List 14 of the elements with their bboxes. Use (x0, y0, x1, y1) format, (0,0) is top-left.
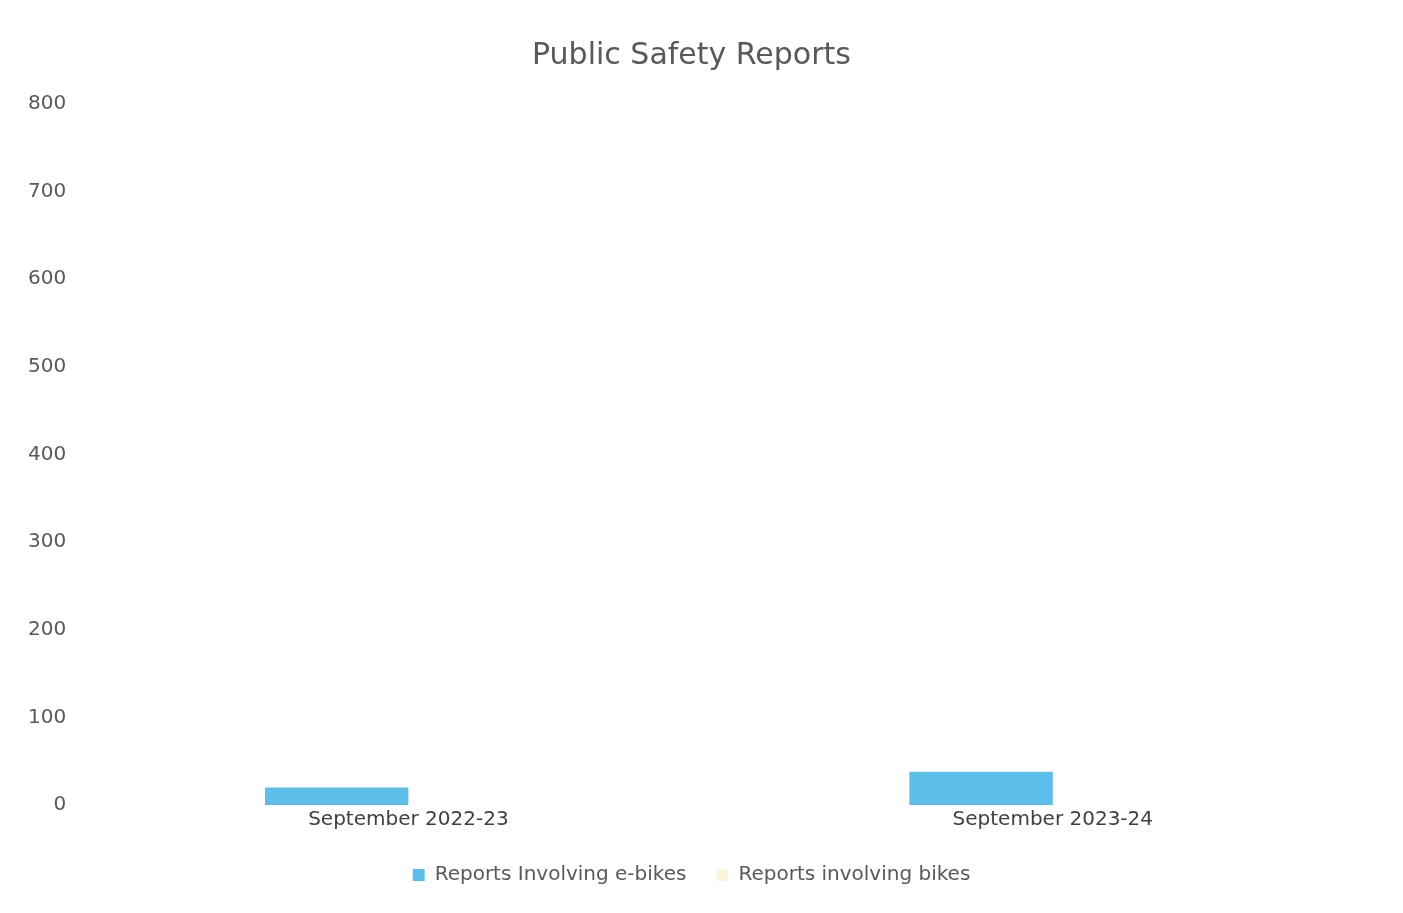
legend-label: Reports involving bikes (738, 861, 971, 886)
legend-label: Reports Involving e-bikes (434, 861, 687, 886)
x-tick-label: September 2023-24 (952, 806, 1154, 831)
y-tick-label: 200 (27, 615, 67, 640)
y-tick-label: 0 (53, 791, 67, 816)
y-tick-label: 300 (27, 528, 67, 553)
y-tick-label: 500 (27, 353, 67, 378)
y-tick-label: 100 (27, 703, 67, 728)
chart-title: Public Safety Reports (532, 35, 851, 71)
y-tick-label: 600 (27, 265, 67, 290)
x-tick-label: September 2022-23 (308, 806, 509, 831)
y-tick-label: 700 (27, 177, 67, 202)
y-tick-label: 400 (27, 440, 67, 465)
y-tick-label: 800 (27, 90, 67, 115)
